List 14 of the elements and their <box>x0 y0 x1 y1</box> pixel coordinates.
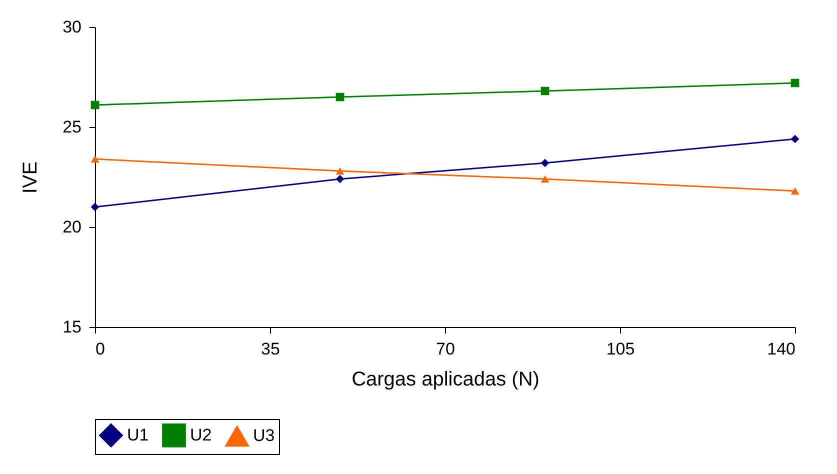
legend-label: U1 <box>127 425 149 444</box>
y-tick-label: 20 <box>62 218 82 236</box>
x-tick-label: 35 <box>261 340 280 358</box>
y-tick-label: 30 <box>62 18 82 36</box>
y-tick-label: 25 <box>62 118 82 136</box>
x-tick-label: 0 <box>96 340 105 358</box>
x-tick-label: 105 <box>606 340 635 358</box>
x-axis-title: Cargas aplicadas (N) <box>352 368 540 390</box>
x-tick-label: 140 <box>767 340 796 358</box>
legend-label: U3 <box>253 426 275 446</box>
y-tick-label: 15 <box>62 318 82 336</box>
y-axis-title: IVE <box>20 161 42 194</box>
x-tick-label: 70 <box>436 340 455 358</box>
legend-label: U2 <box>190 425 212 444</box>
